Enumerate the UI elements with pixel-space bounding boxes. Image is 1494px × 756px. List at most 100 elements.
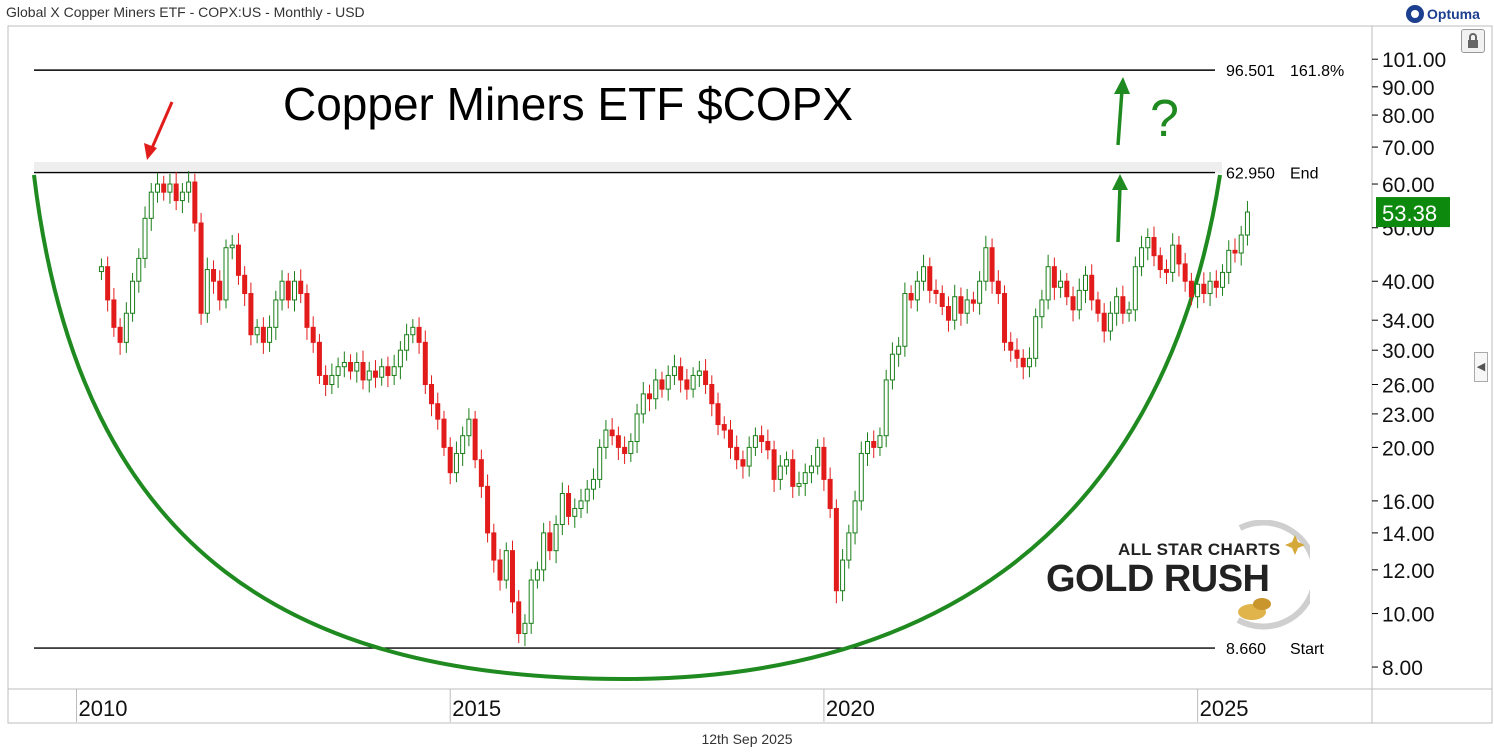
candle-body	[148, 191, 154, 219]
candle-body	[285, 280, 291, 301]
candle-body	[684, 379, 690, 390]
candle-body	[796, 483, 802, 487]
candle-body	[242, 274, 248, 295]
candle-body	[298, 280, 304, 295]
candle-body	[1132, 266, 1138, 311]
candle-body	[123, 312, 129, 343]
candle-body	[1244, 211, 1250, 236]
candle-body	[1232, 249, 1238, 254]
candle-body	[211, 269, 217, 282]
candle-body	[952, 296, 958, 321]
candle-body	[977, 280, 983, 304]
candle-body	[217, 280, 223, 301]
candle-body	[292, 280, 298, 301]
candle-body	[752, 435, 758, 448]
lock-icon[interactable]	[1461, 29, 1485, 53]
candle-body	[840, 559, 846, 592]
candle-body	[304, 293, 310, 328]
last-price-badge-box	[1376, 197, 1450, 228]
candle-body	[852, 500, 858, 534]
candle-body	[921, 266, 927, 282]
candle-body	[827, 478, 833, 509]
candle-body	[497, 559, 503, 581]
candle-body	[254, 326, 260, 336]
level-tag-label: End	[1290, 166, 1318, 183]
candle-body	[715, 403, 721, 426]
red-arrow-shaft	[150, 101, 174, 149]
candle-body	[485, 485, 491, 534]
candle-body	[678, 366, 684, 381]
candle-body	[509, 550, 515, 603]
candle-body	[173, 183, 179, 202]
candle-body	[1064, 280, 1070, 298]
candle-body	[503, 550, 509, 581]
candle-body	[1126, 309, 1132, 314]
price-tick-label: 70.00	[1382, 137, 1435, 160]
chart-title: Copper Miners ETF $COPX	[283, 78, 853, 130]
candle-body	[472, 418, 478, 461]
candle-body	[1201, 283, 1207, 295]
candle-body	[703, 370, 709, 386]
price-tick-label: 26.00	[1382, 375, 1435, 398]
candle-body	[335, 366, 341, 376]
price-tick-label: 23.00	[1382, 404, 1435, 427]
candle-body	[117, 326, 123, 343]
candle-body	[740, 459, 746, 467]
candle-body	[1070, 296, 1076, 311]
candle-body	[659, 379, 665, 390]
level-value-label: 62.950	[1226, 166, 1275, 183]
candle-body	[235, 244, 241, 276]
cup-arc-layer	[32, 174, 1222, 682]
candle-body	[1114, 296, 1120, 314]
candle-body	[628, 440, 634, 454]
candle-body	[559, 493, 565, 525]
candle-body	[615, 435, 621, 448]
candle-body	[1145, 237, 1151, 249]
candle-body	[379, 366, 385, 378]
candle-body	[1014, 349, 1020, 359]
red-arrow-head	[144, 143, 157, 160]
logo-line1: ALL STAR CHARTS	[1118, 540, 1281, 559]
candle-body	[416, 326, 422, 343]
candle-body	[865, 440, 871, 454]
candle-body	[478, 459, 484, 487]
candle-body	[584, 488, 590, 502]
green-arrow-lower-shaft	[1116, 185, 1122, 243]
candle-body	[671, 366, 677, 376]
candle-body	[547, 532, 553, 552]
candle-body	[927, 266, 933, 291]
plot-frame	[7, 25, 1493, 724]
candle-body	[634, 413, 640, 442]
level-tag-label: 161.8%	[1290, 63, 1344, 80]
candle-body	[391, 366, 397, 376]
time-tick-label: 2010	[79, 696, 128, 721]
candle-body	[983, 247, 989, 282]
cup-arc	[32, 174, 1222, 682]
candles-layer	[98, 171, 1250, 647]
time-axis: 2010 2015 2020 2025	[76, 689, 1249, 722]
candle-body	[1082, 274, 1088, 291]
candle-body	[989, 247, 995, 282]
candle-body	[154, 183, 160, 193]
candle-body	[105, 266, 111, 301]
candle-body	[223, 247, 229, 301]
candle-body	[316, 341, 322, 376]
candle-body	[640, 393, 646, 415]
candle-body	[1058, 280, 1064, 288]
collapse-panel-button[interactable]: ◀	[1474, 352, 1488, 382]
candle-body	[341, 361, 347, 368]
green-arrow-lower-head	[1112, 174, 1128, 190]
candle-body	[1151, 237, 1157, 257]
time-tick-label: 2025	[1200, 696, 1249, 721]
candle-body	[958, 296, 964, 314]
candle-body	[908, 293, 914, 301]
candle-body	[130, 280, 136, 314]
candle-body	[777, 465, 783, 480]
question-mark-annotation: ?	[1150, 90, 1179, 148]
candle-body	[1076, 289, 1082, 311]
price-axis: 8.00 10.00 12.00 14.00 16.00 20.00 23.00 26.00 3…	[1372, 49, 1446, 680]
candle-body	[771, 449, 777, 480]
candle-body	[914, 280, 920, 301]
candle-body	[808, 465, 814, 474]
